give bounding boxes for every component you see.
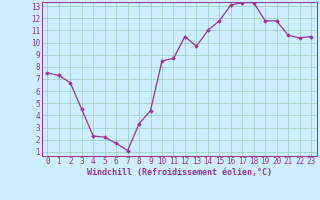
X-axis label: Windchill (Refroidissement éolien,°C): Windchill (Refroidissement éolien,°C) [87, 168, 272, 177]
